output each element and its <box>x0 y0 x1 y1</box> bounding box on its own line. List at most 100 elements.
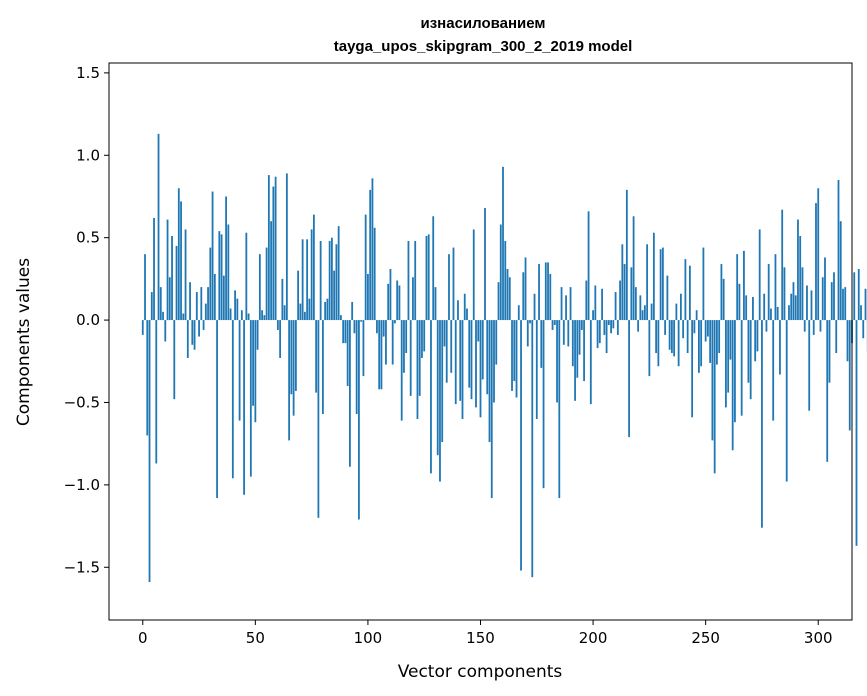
bar <box>639 295 642 321</box>
bar <box>666 275 669 321</box>
bar <box>459 320 462 401</box>
bar <box>695 310 698 321</box>
bar <box>848 320 851 431</box>
bar <box>788 305 790 321</box>
bar <box>729 320 732 360</box>
bar <box>141 320 144 335</box>
y-tick-label: −1.0 <box>64 476 100 494</box>
bar <box>601 288 603 321</box>
bar <box>238 320 241 421</box>
bar <box>524 257 527 321</box>
bar <box>171 236 173 321</box>
bar <box>378 320 381 390</box>
bar <box>657 320 660 367</box>
bar <box>472 229 475 321</box>
bar <box>675 303 678 321</box>
bar <box>749 320 752 400</box>
bar <box>182 313 185 321</box>
bar <box>153 217 155 321</box>
bar <box>144 254 146 321</box>
bar <box>553 320 556 326</box>
bar <box>326 298 329 321</box>
bar <box>815 203 817 321</box>
bar <box>722 278 725 321</box>
bar <box>745 295 748 321</box>
bar <box>252 320 254 406</box>
bar <box>405 320 408 354</box>
bar <box>634 287 637 321</box>
bar <box>263 315 266 321</box>
bar <box>668 320 671 350</box>
bar <box>396 280 399 321</box>
bar <box>587 211 590 321</box>
bar <box>321 320 324 415</box>
bar <box>707 320 709 337</box>
bar <box>423 320 426 352</box>
bar <box>758 229 761 321</box>
bar <box>331 237 333 321</box>
bar <box>767 264 770 321</box>
bar <box>488 320 491 443</box>
bar <box>371 178 374 321</box>
bar <box>481 320 484 380</box>
bar <box>806 285 808 321</box>
bar <box>643 305 646 321</box>
bar <box>542 320 545 489</box>
bar <box>204 303 207 321</box>
bar <box>515 320 518 398</box>
y-tick-label: 1.0 <box>76 146 100 164</box>
bar <box>346 320 349 386</box>
bar <box>585 280 588 321</box>
bar <box>511 320 513 391</box>
bar <box>177 188 180 321</box>
bar <box>466 308 468 321</box>
bar <box>556 320 558 403</box>
bar <box>470 320 473 400</box>
x-tick-label: 100 <box>354 629 383 647</box>
bar <box>279 320 282 358</box>
bar <box>351 301 354 321</box>
bar <box>770 308 772 321</box>
bar <box>294 320 297 391</box>
bar <box>720 264 723 321</box>
bar <box>207 287 209 321</box>
x-tick-label: 300 <box>804 629 833 647</box>
bar <box>159 287 162 321</box>
bar <box>195 292 198 321</box>
bar <box>247 313 250 321</box>
bar <box>265 247 268 321</box>
bar <box>781 209 784 321</box>
bar <box>817 188 820 321</box>
bar <box>367 273 369 321</box>
bar <box>693 320 696 334</box>
bar <box>594 285 597 321</box>
bar <box>342 320 345 344</box>
bar <box>538 264 540 321</box>
bar <box>274 176 277 321</box>
bar <box>864 288 867 321</box>
bar <box>369 189 372 321</box>
bar <box>571 320 574 367</box>
bar <box>810 290 813 321</box>
bar <box>290 320 293 395</box>
bar <box>267 175 270 321</box>
bar <box>310 229 313 321</box>
bar <box>565 295 567 321</box>
bar <box>475 320 477 408</box>
bar <box>628 320 630 438</box>
bar <box>596 320 599 349</box>
bar <box>418 320 421 396</box>
y-axis-label: Components values <box>14 258 34 426</box>
bar <box>340 315 342 321</box>
bar <box>270 221 273 321</box>
bar <box>486 320 489 395</box>
bar <box>315 320 318 393</box>
bar <box>328 240 331 321</box>
bar <box>441 320 444 443</box>
bar <box>454 320 457 405</box>
x-tick-label: 200 <box>579 629 608 647</box>
bar <box>317 320 320 518</box>
bar <box>819 320 822 332</box>
